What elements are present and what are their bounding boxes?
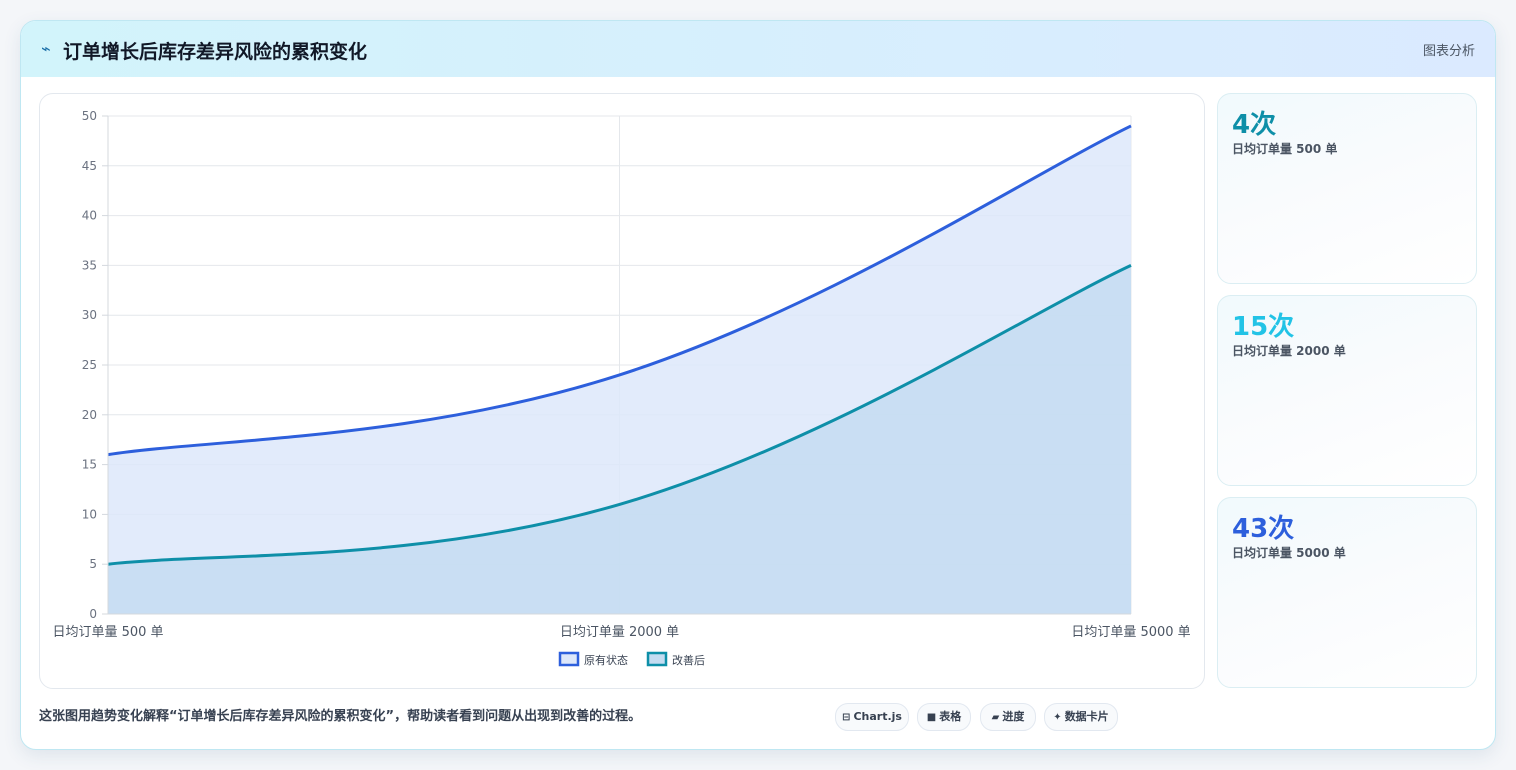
stat-card-2000: 15次 日均订单量 2000 单 bbox=[1217, 295, 1477, 486]
chart-icon: ⊟ bbox=[842, 712, 851, 723]
y-tick-label: 30 bbox=[82, 308, 97, 322]
tag-data-cards[interactable]: ✦ 数据卡片 bbox=[1044, 703, 1118, 731]
stat-value: 15次 bbox=[1232, 312, 1295, 342]
series-line-1 bbox=[107, 264, 1132, 566]
x-tick-label: 日均订单量 5000 单 bbox=[1071, 625, 1190, 640]
x-tick-label: 日均订单量 500 单 bbox=[52, 625, 163, 640]
stat-label: 日均订单量 5000 单 bbox=[1232, 546, 1346, 560]
page-title: 订单增长后库存差异风险的累积变化 bbox=[63, 41, 368, 63]
progress-icon: ▰ bbox=[991, 712, 1000, 723]
stat-card-500: 4次 日均订单量 500 单 bbox=[1217, 93, 1477, 284]
tag-progress[interactable]: ▰ 进度 bbox=[980, 703, 1036, 731]
tag-chartjs[interactable]: ⊟ Chart.js bbox=[835, 703, 909, 731]
legend: 原有状态 改善后 bbox=[558, 651, 705, 667]
y-tick-label: 40 bbox=[82, 209, 97, 223]
y-tick-label: 5 bbox=[89, 557, 97, 571]
card-header: ⌁ 订单增长后库存差异风险的累积变化 图表分析 bbox=[21, 21, 1495, 77]
table-icon: ■ bbox=[926, 712, 937, 723]
y-tick-label: 10 bbox=[82, 507, 97, 521]
legend-swatch-1 bbox=[646, 651, 668, 667]
chart-panel: 0 5 10 15 20 25 30 35 40 45 50 日均订单量 500 单 日均订单量 200… bbox=[39, 93, 1205, 689]
legend-label: 原有状态 bbox=[584, 653, 628, 667]
stat-label: 日均订单量 2000 单 bbox=[1232, 344, 1346, 358]
axis-layer: 0 5 10 15 20 25 30 35 40 45 50 日均订单量 500 单 日均订单量 200… bbox=[52, 109, 1190, 640]
y-tick-label: 50 bbox=[82, 109, 97, 123]
y-tick-label: 20 bbox=[82, 408, 97, 422]
legend-label: 改善后 bbox=[672, 653, 705, 667]
chart-analysis-label: 图表分析 bbox=[1422, 44, 1475, 59]
line-layer bbox=[107, 124, 1132, 566]
chart-card: ⌁ 订单增长后库存差异风险的累积变化 图表分析 0 5 10 15 20 25 30 35 40… bbox=[20, 20, 1496, 750]
stat-label: 日均订单量 500 单 bbox=[1232, 142, 1338, 156]
legend-swatch-0 bbox=[558, 651, 580, 667]
sparkle-icon: ✦ bbox=[1053, 712, 1062, 723]
tag-label: 数据卡片 bbox=[1064, 710, 1109, 723]
y-tick-label: 45 bbox=[82, 159, 97, 173]
y-tick-label: 15 bbox=[82, 458, 97, 472]
stat-value: 43次 bbox=[1232, 514, 1295, 544]
tag-label: Chart.js bbox=[853, 710, 902, 723]
tag-table[interactable]: ■ 表格 bbox=[917, 703, 971, 731]
y-tick-label: 0 bbox=[89, 607, 97, 621]
tag-label: 进度 bbox=[1002, 710, 1025, 723]
chart-description: 这张图用趋势变化解释“订单增长后库存差异风险的累积变化”，帮助读者看到问题从出现… bbox=[39, 709, 642, 724]
trend-icon: ⌁ bbox=[41, 39, 51, 58]
series-area-1 bbox=[108, 265, 1131, 614]
area-chart: 0 5 10 15 20 25 30 35 40 45 50 日均订单量 500 单 日均订单量 200… bbox=[52, 109, 1190, 667]
series-line-0 bbox=[107, 124, 1132, 457]
stat-card-5000: 43次 日均订单量 5000 单 bbox=[1217, 497, 1477, 688]
stat-value: 4次 bbox=[1232, 110, 1277, 140]
x-tick-label: 日均订单量 2000 单 bbox=[560, 625, 679, 640]
area-layer bbox=[108, 125, 1131, 615]
tag-label: 表格 bbox=[939, 710, 962, 723]
y-tick-label: 25 bbox=[82, 358, 97, 372]
y-tick-label: 35 bbox=[82, 258, 97, 272]
